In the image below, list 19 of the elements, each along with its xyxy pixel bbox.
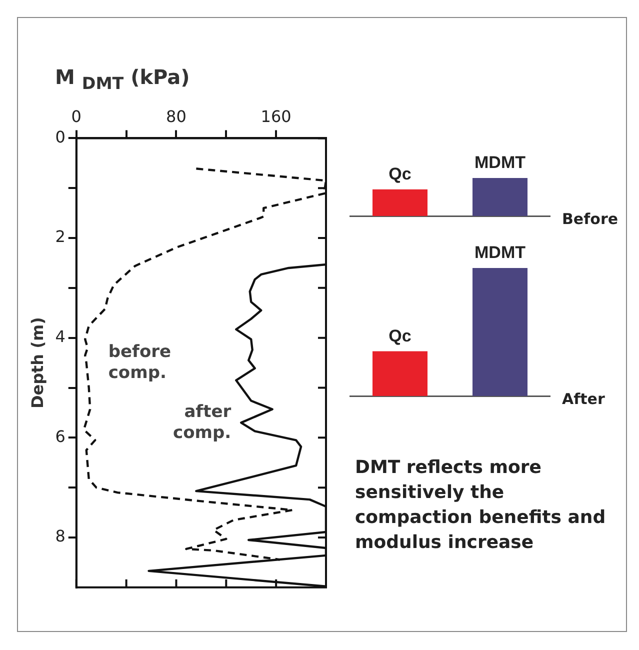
x-axis-title: Before [562,210,618,228]
x-axis-title: After [562,390,605,408]
text: DMT reflects more sensitively the compaction benefits and modulus increase [355,456,607,555]
x-tick-label: Qc [388,326,412,346]
x-axis-title: M $_{DMT}$ (kPa) [55,65,190,93]
y-tick-label: 8 [55,526,66,546]
x-tick-label: Qc [388,164,412,184]
series-label: before comp. [108,342,172,384]
x-tick-label: 0 [71,106,82,126]
y-tick-label: 2 [55,227,66,246]
series-label: after comp. [172,402,232,444]
x-tick-label: MDMT [474,153,526,172]
y-tick-label: 0 [55,127,66,146]
y-tick-label: 4 [55,327,66,346]
x-tick-label: 160 [260,106,292,126]
y-axis-title: Depth (m) [28,317,47,409]
y-tick-label: 6 [55,426,66,446]
x-tick-label: MDMT [474,243,526,262]
x-tick-label: 80 [166,106,186,126]
